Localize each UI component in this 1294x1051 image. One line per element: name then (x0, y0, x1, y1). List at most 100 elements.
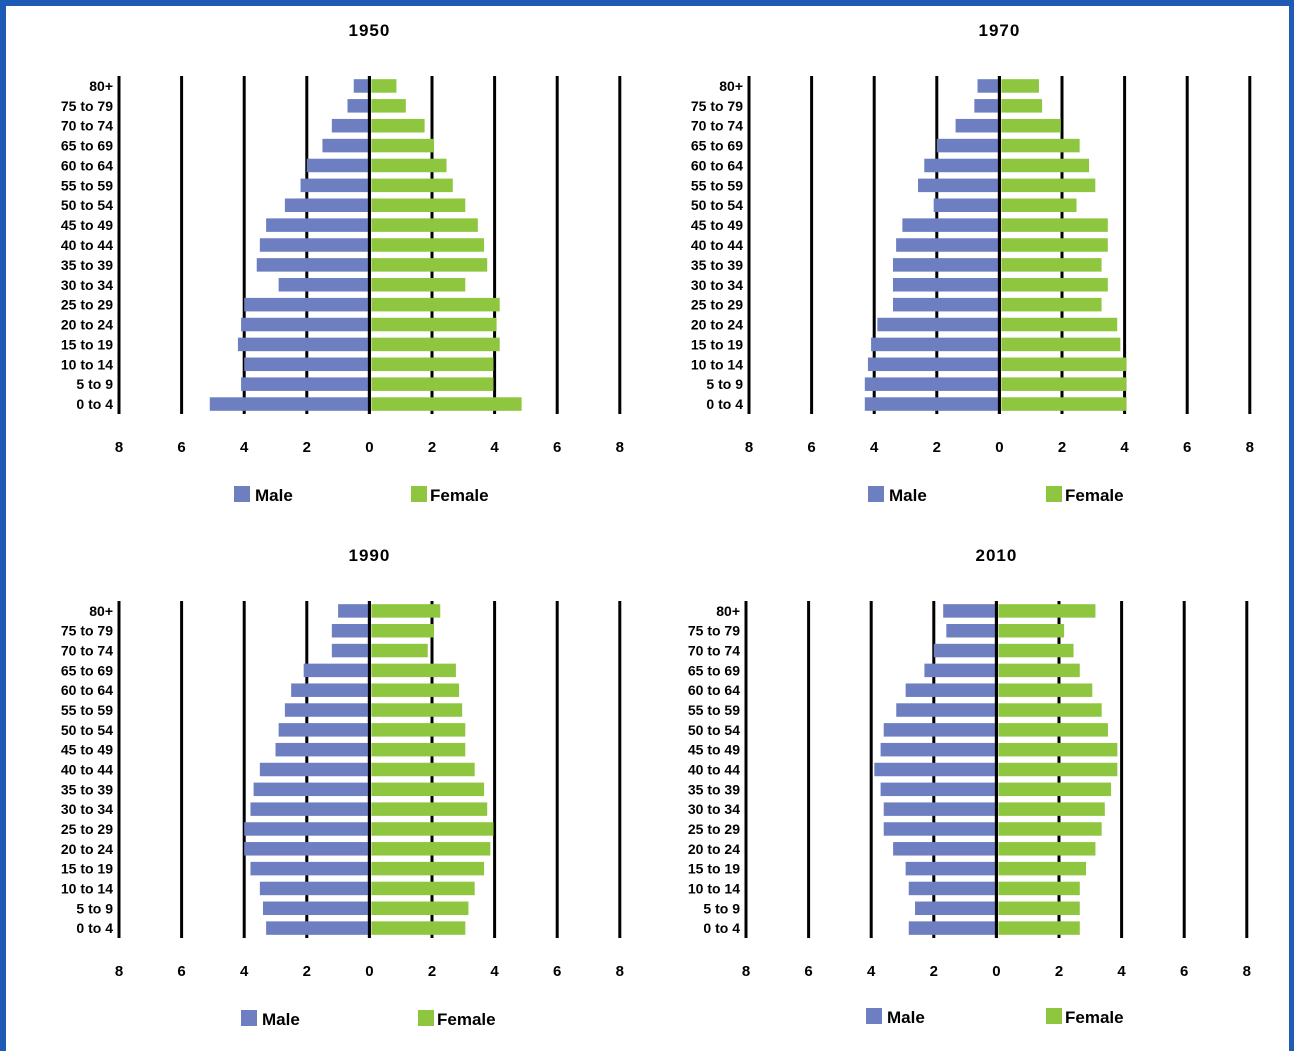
legend: Male Female (866, 1008, 1124, 1027)
female-bar (371, 723, 466, 737)
female-bar (1001, 178, 1096, 193)
age-group-label: 25 to 29 (61, 821, 113, 837)
age-group-label: 80+ (89, 78, 113, 94)
female-bar (1001, 317, 1118, 332)
female-bar (1001, 377, 1127, 391)
age-group-label: 60 to 64 (61, 682, 113, 698)
x-tick-label: 4 (490, 439, 499, 456)
male-bar (893, 842, 997, 856)
x-tick-label: 0 (365, 963, 373, 980)
male-bar (244, 357, 370, 372)
x-tick-label: 8 (616, 439, 624, 456)
x-tick-label: 2 (1055, 963, 1063, 980)
x-tick-label: 6 (177, 963, 185, 980)
male-bar (864, 377, 1000, 391)
age-group-label: 75 to 79 (61, 623, 113, 639)
male-bar (874, 762, 997, 777)
age-group-label: 65 to 69 (61, 138, 113, 154)
female-bar (371, 742, 466, 757)
age-group-label: 25 to 29 (61, 297, 113, 313)
age-group-label: 65 to 69 (688, 662, 740, 678)
male-bar (331, 643, 370, 658)
legend-female-swatch (1046, 1008, 1062, 1024)
female-bar (371, 317, 497, 332)
male-bar (943, 604, 997, 618)
female-bar (998, 683, 1093, 697)
x-tick-label: 8 (115, 439, 123, 456)
age-group-label: 75 to 79 (61, 98, 113, 114)
female-bar (998, 643, 1074, 658)
x-tick-label: 2 (1058, 439, 1066, 456)
female-bar (1001, 218, 1108, 232)
legend-female-label: Female (1065, 1008, 1124, 1027)
age-group-label: 75 to 79 (691, 98, 743, 114)
female-bar (371, 99, 406, 113)
age-group-label: 25 to 29 (688, 821, 740, 837)
age-group-label: 30 to 34 (61, 277, 113, 293)
pyramid-chart-1990: 1990 8 6 4 2 0 2 4 6 8 80+ 75 to 79 70 to 74 65 to 69… (61, 546, 624, 1029)
male-bar (278, 723, 370, 737)
age-group-label: 10 to 14 (61, 880, 113, 896)
age-group-label: 55 to 59 (691, 177, 743, 193)
legend-male-swatch (868, 486, 884, 502)
female-bar (1001, 337, 1121, 352)
male-bar (347, 99, 370, 113)
female-bar (1001, 397, 1127, 411)
age-group-label: 50 to 54 (61, 722, 113, 738)
age-group-label: 55 to 59 (688, 702, 740, 718)
age-group-label: 5 to 9 (76, 900, 113, 916)
age-group-label: 35 to 39 (61, 781, 113, 797)
x-tick-label: 6 (177, 439, 185, 456)
x-tick-label: 4 (490, 963, 499, 980)
female-bar (371, 377, 494, 391)
chart-title: 2010 (975, 546, 1017, 565)
x-tick-label: 4 (870, 439, 879, 456)
x-tick-label: 2 (933, 439, 941, 456)
legend-male-label: Male (262, 1010, 300, 1029)
male-bar (892, 278, 1000, 292)
age-group-label: 10 to 14 (688, 880, 740, 896)
female-bar (371, 297, 500, 312)
age-group-label: 60 to 64 (61, 157, 113, 173)
male-bar (877, 317, 1000, 332)
female-bar (371, 158, 447, 173)
age-group-label: 40 to 44 (61, 762, 113, 778)
female-bar (998, 842, 1096, 856)
age-group-label: 30 to 34 (688, 801, 740, 817)
x-tick-label: 0 (995, 439, 1003, 456)
age-group-label: 55 to 59 (61, 177, 113, 193)
female-bar (371, 842, 491, 856)
male-bar (871, 337, 1000, 352)
female-bar (1001, 138, 1080, 153)
female-bar (371, 703, 463, 717)
x-tick-label: 2 (428, 963, 436, 980)
legend-female-label: Female (430, 486, 489, 505)
age-group-label: 5 to 9 (76, 376, 113, 392)
female-bar (371, 663, 456, 678)
male-bar (977, 79, 1000, 93)
male-bar (259, 238, 370, 252)
x-tick-label: 4 (1120, 439, 1129, 456)
female-bar (371, 861, 485, 876)
legend-female-swatch (411, 486, 427, 502)
x-tick-label: 0 (365, 439, 373, 456)
age-group-label: 20 to 24 (61, 841, 113, 857)
legend-male-label: Male (887, 1008, 925, 1027)
male-bar (896, 703, 997, 717)
age-group-label: 0 to 4 (706, 396, 743, 412)
age-group-label: 50 to 54 (61, 197, 113, 213)
x-tick-label: 8 (616, 963, 624, 980)
male-bar (244, 822, 370, 836)
age-group-label: 0 to 4 (76, 920, 113, 936)
x-tick-label: 2 (930, 963, 938, 980)
female-bar (998, 901, 1080, 916)
male-bar (338, 604, 370, 618)
male-bar (933, 643, 997, 658)
male-bar (291, 683, 370, 697)
male-bar (331, 623, 370, 638)
x-tick-label: 8 (115, 963, 123, 980)
male-bar (284, 198, 370, 212)
age-group-label: 80+ (716, 603, 740, 619)
age-group-label: 5 to 9 (703, 900, 740, 916)
male-bar (237, 337, 370, 352)
